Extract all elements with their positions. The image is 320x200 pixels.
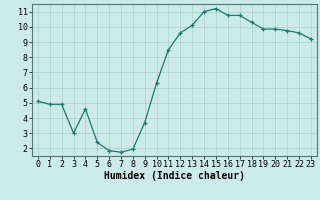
X-axis label: Humidex (Indice chaleur): Humidex (Indice chaleur)	[104, 171, 245, 181]
